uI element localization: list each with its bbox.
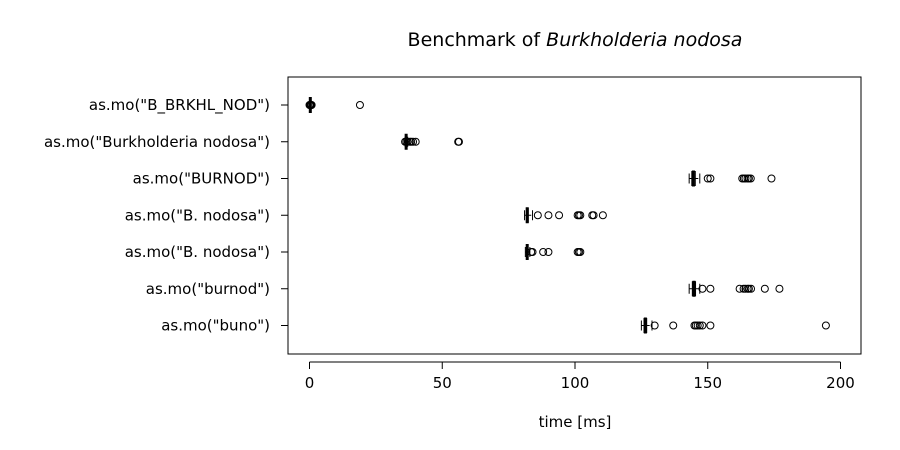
outlier-point — [693, 321, 702, 330]
outlier-point — [539, 248, 548, 256]
outlier-point — [403, 137, 412, 146]
outlier-point — [735, 284, 744, 293]
outlier-point — [746, 174, 755, 183]
box-row: as.mo("B. nodosa") — [125, 243, 585, 261]
outlier-point — [775, 284, 784, 293]
outlier-point — [411, 137, 420, 146]
outlier-point — [576, 211, 585, 220]
outlier-point — [355, 101, 364, 109]
y-tick-label: as.mo("B_BRKHL_NOD") — [89, 96, 270, 115]
chart-title-italic: Burkholderia nodosa — [546, 29, 742, 51]
box-row: as.mo("B. nodosa") — [125, 206, 607, 224]
outlier-point — [555, 211, 564, 220]
x-tick-label: 50 — [433, 374, 452, 392]
outlier-point — [698, 284, 707, 293]
box-row: as.mo("Burkholderia nodosa") — [44, 133, 463, 151]
outlier-point — [767, 174, 776, 183]
box-row: as.mo("BURNOD") — [133, 170, 776, 188]
box-row: as.mo("B_BRKHL_NOD") — [89, 96, 364, 115]
outlier-point — [706, 174, 715, 183]
outlier-point — [533, 211, 542, 220]
y-tick-label: as.mo("B. nodosa") — [125, 243, 270, 261]
outlier-point — [741, 284, 750, 293]
y-tick-label: as.mo("burnod") — [146, 280, 270, 298]
y-tick-label: as.mo("buno") — [161, 317, 270, 335]
x-axis: 0 50 100 150 200 — [305, 361, 855, 392]
x-tick-label: 150 — [693, 374, 722, 392]
outlier-point — [307, 101, 316, 109]
outlier-point — [589, 211, 598, 220]
chart-title: Benchmark of Burkholderia nodosa — [408, 29, 743, 51]
x-tick-label: 100 — [561, 374, 590, 392]
outlier-point — [669, 321, 678, 330]
outlier-point — [706, 284, 715, 293]
outlier-point — [703, 174, 712, 183]
outlier-point — [747, 284, 756, 293]
outlier-point — [695, 321, 704, 330]
outlier-point — [544, 211, 553, 220]
x-axis-label: time [ms] — [539, 413, 612, 431]
outlier-point — [454, 137, 463, 146]
outlier-point — [650, 321, 659, 330]
outlier-point — [576, 248, 585, 256]
outlier-point — [760, 284, 769, 293]
box-row: as.mo("burnod") — [146, 280, 784, 298]
outlier-point — [409, 137, 418, 146]
chart-title-prefix: Benchmark of — [408, 29, 547, 51]
outlier-point — [698, 321, 707, 330]
y-tick-label: as.mo("B. nodosa") — [125, 206, 270, 224]
y-tick-label: as.mo("BURNOD") — [133, 170, 270, 188]
x-tick-label: 200 — [826, 374, 855, 392]
outlier-point — [821, 321, 830, 330]
outlier-point — [544, 248, 553, 256]
outlier-point — [744, 284, 753, 293]
outlier-point — [741, 174, 750, 183]
boxplot-series: as.mo("B_BRKHL_NOD") as.mo("Burkholderia … — [44, 96, 830, 335]
outlier-point — [706, 321, 715, 330]
y-tick-label: as.mo("Burkholderia nodosa") — [44, 133, 270, 151]
outlier-point — [528, 248, 537, 256]
x-tick-label: 0 — [305, 374, 315, 392]
box-row: as.mo("buno") — [161, 317, 830, 335]
outlier-point — [598, 211, 607, 220]
